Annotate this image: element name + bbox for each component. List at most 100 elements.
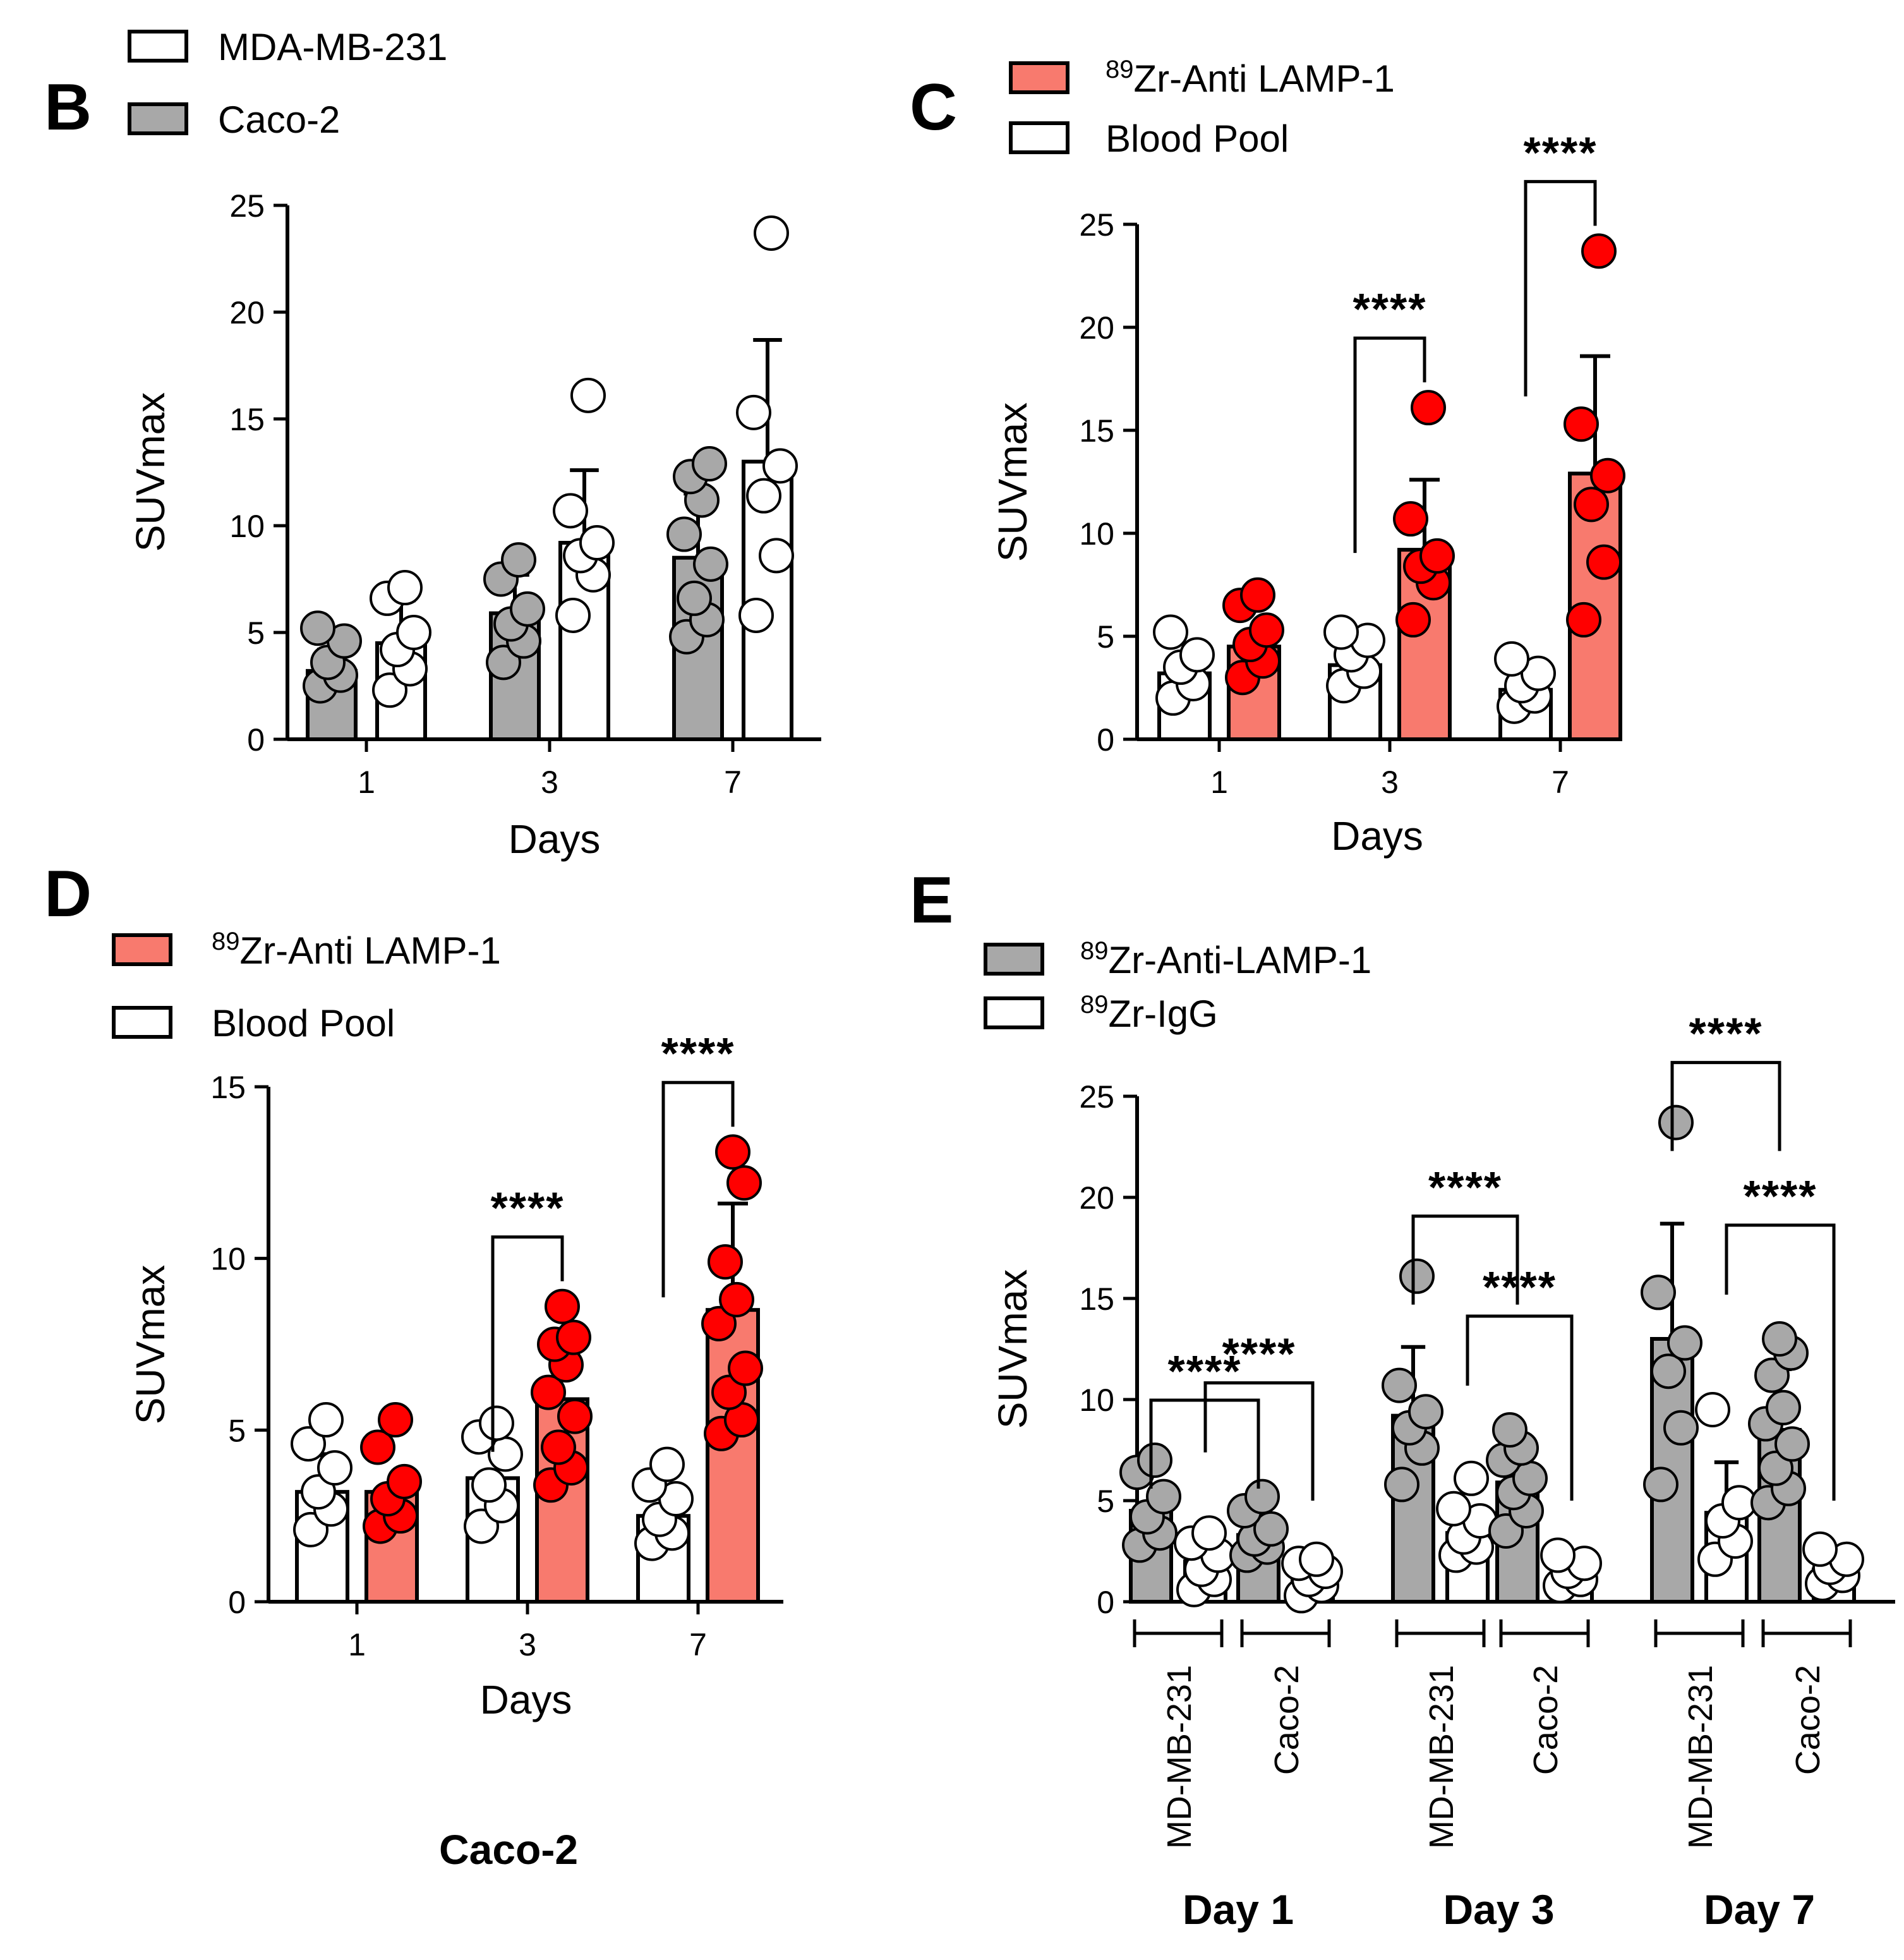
C-ytick-label: 10	[1079, 516, 1114, 552]
E-category-label: MD-MB-231	[1160, 1665, 1198, 1849]
B-data-point	[300, 610, 335, 646]
D-sig-bracket	[661, 1080, 735, 1298]
D-data-point	[726, 1165, 762, 1201]
C-ytick-label: 20	[1079, 310, 1114, 346]
B-data-point	[677, 580, 712, 616]
E-data-point	[1436, 1491, 1471, 1527]
E-legend-label: 89Zr-IgG	[1080, 991, 1218, 1035]
E-sig-stars: ****	[1222, 1329, 1296, 1379]
B-data-point	[501, 542, 536, 578]
C-data-point	[1240, 577, 1275, 613]
B-data-point	[762, 448, 798, 484]
B-data-point	[736, 394, 771, 430]
C-legend-swatch	[1009, 121, 1069, 154]
B-legend-label: MDA-MB-231	[218, 26, 447, 68]
E-ytick-label: 5	[1097, 1484, 1114, 1519]
D-ytick-label: 15	[210, 1070, 246, 1105]
B-data-point	[553, 493, 588, 529]
D-data-point	[471, 1467, 507, 1503]
panel-letter-d: D	[44, 857, 92, 931]
E-data-point	[1667, 1325, 1702, 1361]
D-ytick-label: 5	[228, 1413, 246, 1448]
B-data-point	[510, 591, 545, 627]
D-data-point	[556, 1319, 591, 1355]
D-data-point	[728, 1350, 763, 1386]
panel-c: C 89Zr-Anti LAMP-1 Blood Pool 0 5 10 15 20 25 1 3 7…	[910, 56, 1625, 859]
D-data-point	[649, 1446, 685, 1482]
B-data-point	[387, 570, 423, 606]
B-data-point	[372, 672, 407, 708]
panel-d: D 89Zr-Anti LAMP-1 Blood Pool 0 5 10 15 1 3 7 Days…	[44, 857, 783, 1873]
E-sig-stars: ****	[1428, 1163, 1502, 1212]
C-sig-stars: ****	[1524, 128, 1598, 177]
E-sig-stars: ****	[1744, 1171, 1817, 1221]
E-data-point	[1253, 1511, 1289, 1547]
C-ytick-label: 15	[1079, 413, 1114, 449]
B-xtick-label: 7	[724, 765, 742, 800]
E-group-label: Day 1	[1183, 1886, 1294, 1933]
E-data-point	[1643, 1467, 1678, 1503]
D-data-point	[711, 1374, 747, 1410]
B-data-point	[692, 445, 727, 481]
D-sig-stars: ****	[661, 1029, 735, 1078]
D-data-point	[378, 1402, 413, 1438]
E-sig-bracket	[1725, 1223, 1836, 1501]
B-data-point	[738, 597, 774, 633]
E-y-title: SUVmax	[990, 1269, 1035, 1429]
E-data-point	[1191, 1515, 1227, 1551]
E-ytick-label: 20	[1079, 1180, 1114, 1216]
E-category-label: MD-MB-231	[1423, 1665, 1461, 1849]
B-legend-label: Caco-2	[218, 99, 340, 141]
D-xtick-label: 1	[348, 1627, 366, 1662]
D-data-point	[479, 1405, 514, 1441]
E-data-point	[1774, 1426, 1810, 1462]
E-ytick-label: 15	[1079, 1281, 1114, 1317]
E-sig-bracket	[1670, 1061, 1781, 1151]
E-data-point	[1299, 1541, 1334, 1577]
C-data-point	[1590, 457, 1625, 493]
E-data-point	[1384, 1467, 1419, 1503]
E-data-point	[1758, 1450, 1793, 1486]
E-ytick-label: 0	[1097, 1585, 1114, 1620]
panel-b: B MDA-MB-231 Caco-2 0 5 10 15 20 25 1 3 7 Days SUVmax	[44, 26, 821, 862]
C-ytick-label: 25	[1079, 207, 1114, 243]
B-ytick-label: 10	[229, 509, 265, 544]
E-sig-stars: ****	[1483, 1262, 1557, 1312]
D-data-point	[701, 1305, 737, 1341]
E-category-label: Caco-2	[1789, 1665, 1827, 1775]
D-data-point	[708, 1244, 743, 1280]
D-y-title: SUVmax	[128, 1265, 173, 1425]
C-xtick-label: 3	[1381, 765, 1399, 800]
E-data-point	[1802, 1531, 1838, 1567]
C-data-point	[1494, 641, 1529, 677]
E-ytick-label: 25	[1079, 1079, 1114, 1115]
B-ytick-label: 15	[229, 402, 265, 437]
C-legend-label: Blood Pool	[1106, 118, 1289, 160]
E-data-point	[1540, 1537, 1576, 1573]
D-data-point	[557, 1398, 593, 1434]
E-category-label: Caco-2	[1268, 1665, 1306, 1775]
C-data-point	[1574, 487, 1609, 523]
D-data-point	[387, 1463, 422, 1499]
B-legend-swatch	[128, 102, 188, 135]
B-ytick-label: 20	[229, 295, 265, 330]
E-legend-swatch	[984, 996, 1044, 1029]
C-xtick-label: 1	[1210, 765, 1228, 800]
D-data-point	[317, 1450, 352, 1486]
E-data-point	[1399, 1258, 1435, 1294]
C-sig-bracket	[1353, 336, 1426, 554]
C-data-point	[1564, 406, 1599, 442]
D-legend-swatch	[112, 1006, 172, 1039]
D-xtick-label: 3	[519, 1627, 536, 1662]
E-legend-label: 89Zr-Anti-LAMP-1	[1080, 937, 1371, 981]
C-data-point	[1153, 614, 1188, 650]
C-legend-label: 89Zr-Anti LAMP-1	[1106, 56, 1395, 100]
C-data-point	[1586, 544, 1622, 580]
B-y-title: SUVmax	[128, 392, 173, 552]
D-data-point	[291, 1426, 326, 1462]
E-data-point	[1146, 1479, 1181, 1515]
C-data-point	[1411, 390, 1446, 426]
E-data-point	[1663, 1410, 1699, 1446]
C-ytick-label: 0	[1097, 722, 1114, 758]
